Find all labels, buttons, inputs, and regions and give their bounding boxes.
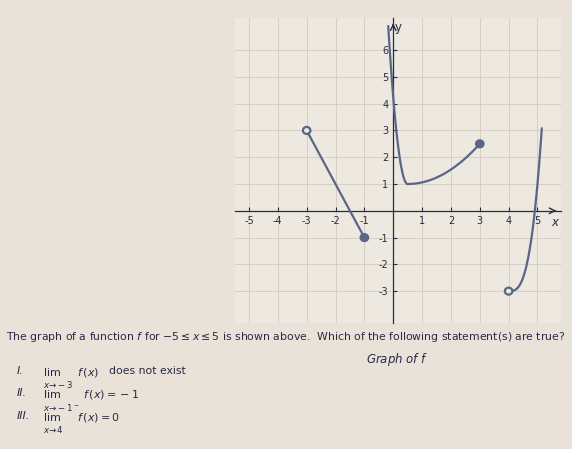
Text: $x\!\to\!-1^-$: $x\!\to\!-1^-$ — [43, 402, 80, 413]
Text: III.: III. — [17, 411, 30, 421]
Text: I.: I. — [17, 366, 24, 376]
Text: $\lim$: $\lim$ — [43, 388, 61, 401]
Circle shape — [360, 234, 368, 241]
Text: $f\,(x) = 0$: $f\,(x) = 0$ — [77, 411, 120, 424]
Text: $f\,(x) = -1$: $f\,(x) = -1$ — [83, 388, 139, 401]
Text: The graph of a function $f$ for $-5 \leq x \leq 5$ is shown above.  Which of the: The graph of a function $f$ for $-5 \leq… — [6, 330, 565, 344]
Circle shape — [505, 288, 513, 295]
Text: II.: II. — [17, 388, 27, 398]
Text: $\lim$: $\lim$ — [43, 411, 61, 423]
Text: does not exist: does not exist — [109, 366, 185, 376]
Text: y: y — [395, 21, 402, 34]
Text: x: x — [551, 216, 558, 229]
Circle shape — [476, 141, 483, 147]
Text: $x\!\to\!-3$: $x\!\to\!-3$ — [43, 379, 73, 390]
Text: $f\,(x)$: $f\,(x)$ — [77, 366, 100, 379]
Text: $x\!\to\!4$: $x\!\to\!4$ — [43, 424, 63, 435]
Circle shape — [303, 127, 311, 134]
Text: $\lim$: $\lim$ — [43, 366, 61, 378]
Text: Graph of $f$: Graph of $f$ — [366, 351, 429, 368]
